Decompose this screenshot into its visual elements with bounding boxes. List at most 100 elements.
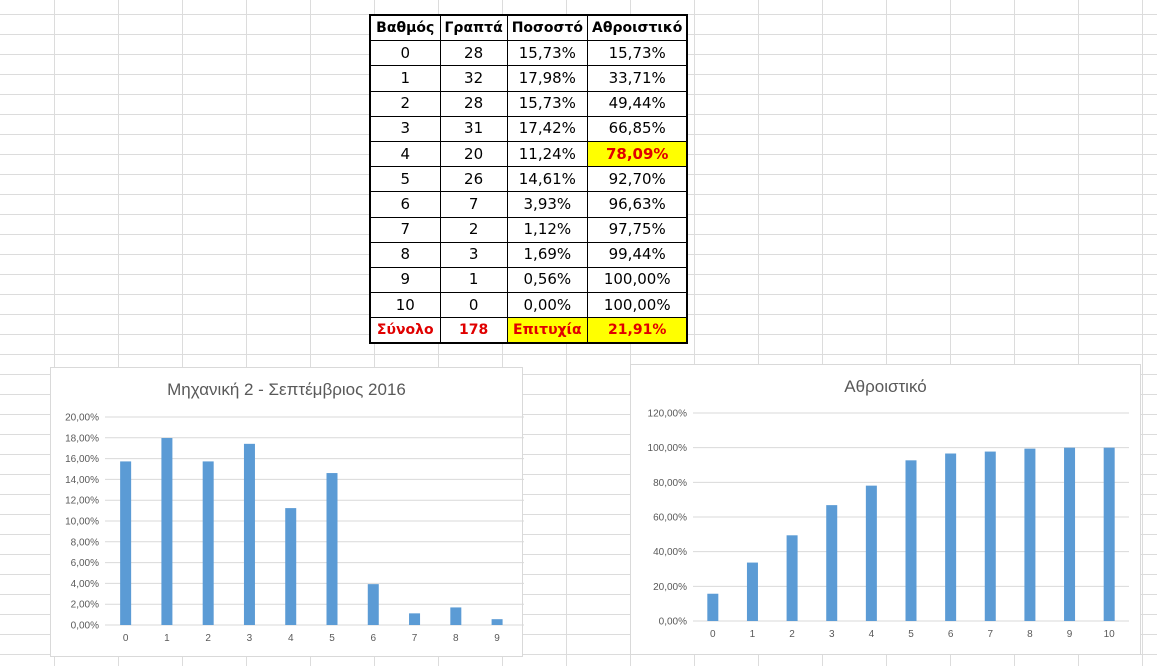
table-cell[interactable]: 0 (439, 292, 508, 319)
bar-8[interactable] (450, 607, 462, 625)
bar-4[interactable] (285, 508, 297, 625)
table-cell[interactable]: 1,69% (506, 241, 589, 268)
table-cell[interactable]: 20 (439, 140, 508, 168)
x-tick-label: 6 (370, 633, 376, 644)
table-cell[interactable]: 3,93% (506, 191, 589, 218)
table-cell[interactable]: 3 (369, 115, 441, 142)
highlighted-cumulative-cell[interactable]: 78,09% (587, 140, 688, 168)
cumulative-chart[interactable]: Αθροιστικό 0,00% 20,00% 40,00% 60,00% 80,00%… (630, 364, 1141, 655)
bar-2[interactable] (786, 535, 798, 621)
table-cell[interactable]: 1 (369, 65, 441, 92)
bar-6[interactable] (945, 453, 957, 621)
table-cell[interactable]: 7 (439, 191, 508, 218)
bar-1[interactable] (161, 438, 173, 625)
table-cell[interactable]: 14,61% (506, 166, 589, 193)
success-rate-cell[interactable]: 21,91% (587, 317, 688, 344)
y-tick-label: 120,00% (648, 409, 688, 420)
bar-3[interactable] (826, 505, 838, 621)
bar-4[interactable] (865, 485, 877, 621)
header-cell[interactable]: Γραπτά (439, 14, 508, 42)
y-tick-label: 10,00% (65, 517, 99, 528)
x-tick-label: 1 (750, 629, 756, 640)
y-tick-label: 0,00% (659, 617, 687, 628)
table-cell[interactable]: 3 (439, 241, 508, 268)
table-cell[interactable]: 10 (369, 292, 441, 319)
bar-7[interactable] (409, 613, 421, 625)
table-cell[interactable]: 0,56% (506, 266, 589, 294)
y-tick-label: 40,00% (653, 547, 687, 558)
bar-7[interactable] (984, 451, 996, 621)
table-cell[interactable]: 26 (439, 166, 508, 193)
table-cell[interactable]: 8 (369, 241, 441, 268)
header-cell[interactable]: Βαθμός (369, 14, 441, 42)
bar-10[interactable] (1103, 447, 1115, 621)
table-cell[interactable]: 4 (369, 140, 441, 168)
y-tick-label: 14,00% (65, 475, 99, 486)
table-cell[interactable]: 97,75% (587, 216, 688, 243)
y-tick-label: 6,00% (71, 558, 99, 569)
table-cell[interactable]: 0 (369, 40, 441, 67)
distribution-chart-plot: 0,00% 2,00% 4,00% 6,00% 8,00% 10,00% 12,00% 14,… (65, 413, 524, 644)
table-cell[interactable]: 17,98% (506, 65, 589, 92)
bar-9[interactable] (491, 619, 503, 625)
table-cell[interactable]: 15,73% (587, 40, 688, 67)
bar-0[interactable] (707, 593, 719, 621)
bar-2[interactable] (202, 461, 214, 625)
table-cell[interactable]: 15,73% (506, 90, 589, 117)
header-cell[interactable]: Αθροιστικό (587, 14, 688, 42)
total-count-cell[interactable]: 178 (439, 317, 508, 344)
x-tick-label: 9 (494, 633, 500, 644)
table-cell[interactable]: 17,42% (506, 115, 589, 142)
bar-5[interactable] (905, 460, 917, 621)
bar-9[interactable] (1064, 447, 1076, 621)
total-label-cell[interactable]: Σύνολο (369, 317, 441, 344)
table-cell[interactable]: 66,85% (587, 115, 688, 142)
table-cell[interactable]: 2 (369, 90, 441, 117)
y-tick-label: 20,00% (653, 582, 687, 593)
distribution-chart[interactable]: Μηχανική 2 - Σεπτέμβριος 2016 0,00% 2,00%… (50, 367, 524, 657)
x-tick-label: 5 (908, 629, 914, 640)
bar-6[interactable] (367, 584, 379, 625)
x-tick-label: 1 (164, 633, 170, 644)
bar-5[interactable] (326, 473, 338, 625)
x-tick-label: 8 (1027, 629, 1033, 640)
table-cell[interactable]: 1 (439, 266, 508, 294)
table-cell[interactable]: 33,71% (587, 65, 688, 92)
x-tick-label: 7 (987, 629, 993, 640)
table-row: 3 31 17,42% 66,85% (369, 115, 688, 142)
table-cell[interactable]: 100,00% (587, 292, 688, 319)
table-cell[interactable]: 49,44% (587, 90, 688, 117)
table-cell[interactable]: 15,73% (506, 40, 589, 67)
y-tick-label: 20,00% (65, 413, 99, 424)
table-cell[interactable]: 2 (439, 216, 508, 243)
bar-1[interactable] (746, 562, 758, 621)
success-label-cell[interactable]: Επιτυχία (506, 317, 589, 344)
bar-8[interactable] (1024, 448, 1036, 621)
y-tick-label: 16,00% (65, 454, 99, 465)
table-row: 5 26 14,61% 92,70% (369, 166, 688, 193)
table-row: 10 0 0,00% 100,00% (369, 292, 688, 319)
table-cell[interactable]: 99,44% (587, 241, 688, 268)
table-cell[interactable]: 32 (439, 65, 508, 92)
table-cell[interactable]: 92,70% (587, 166, 688, 193)
cumulative-chart-plot: 0,00% 20,00% 40,00% 60,00% 80,00% 100,00% 120,… (648, 409, 1129, 640)
bar-0[interactable] (120, 461, 132, 625)
table-cell[interactable]: 100,00% (587, 266, 688, 294)
table-cell[interactable]: 6 (369, 191, 441, 218)
y-tick-label: 12,00% (65, 496, 99, 507)
bar-3[interactable] (243, 443, 255, 625)
table-cell[interactable]: 11,24% (506, 140, 589, 168)
table-row: 0 28 15,73% 15,73% (369, 40, 688, 67)
table-cell[interactable]: 5 (369, 166, 441, 193)
table-cell[interactable]: 1,12% (506, 216, 589, 243)
table-cell[interactable]: 9 (369, 266, 441, 294)
table-cell[interactable]: 7 (369, 216, 441, 243)
x-tick-label: 8 (453, 633, 459, 644)
header-cell[interactable]: Ποσοστό (506, 14, 589, 42)
table-cell[interactable]: 28 (439, 40, 508, 67)
table-cell[interactable]: 31 (439, 115, 508, 142)
table-cell[interactable]: 96,63% (587, 191, 688, 218)
table-row: 8 3 1,69% 99,44% (369, 241, 688, 268)
table-cell[interactable]: 28 (439, 90, 508, 117)
table-cell[interactable]: 0,00% (506, 292, 589, 319)
